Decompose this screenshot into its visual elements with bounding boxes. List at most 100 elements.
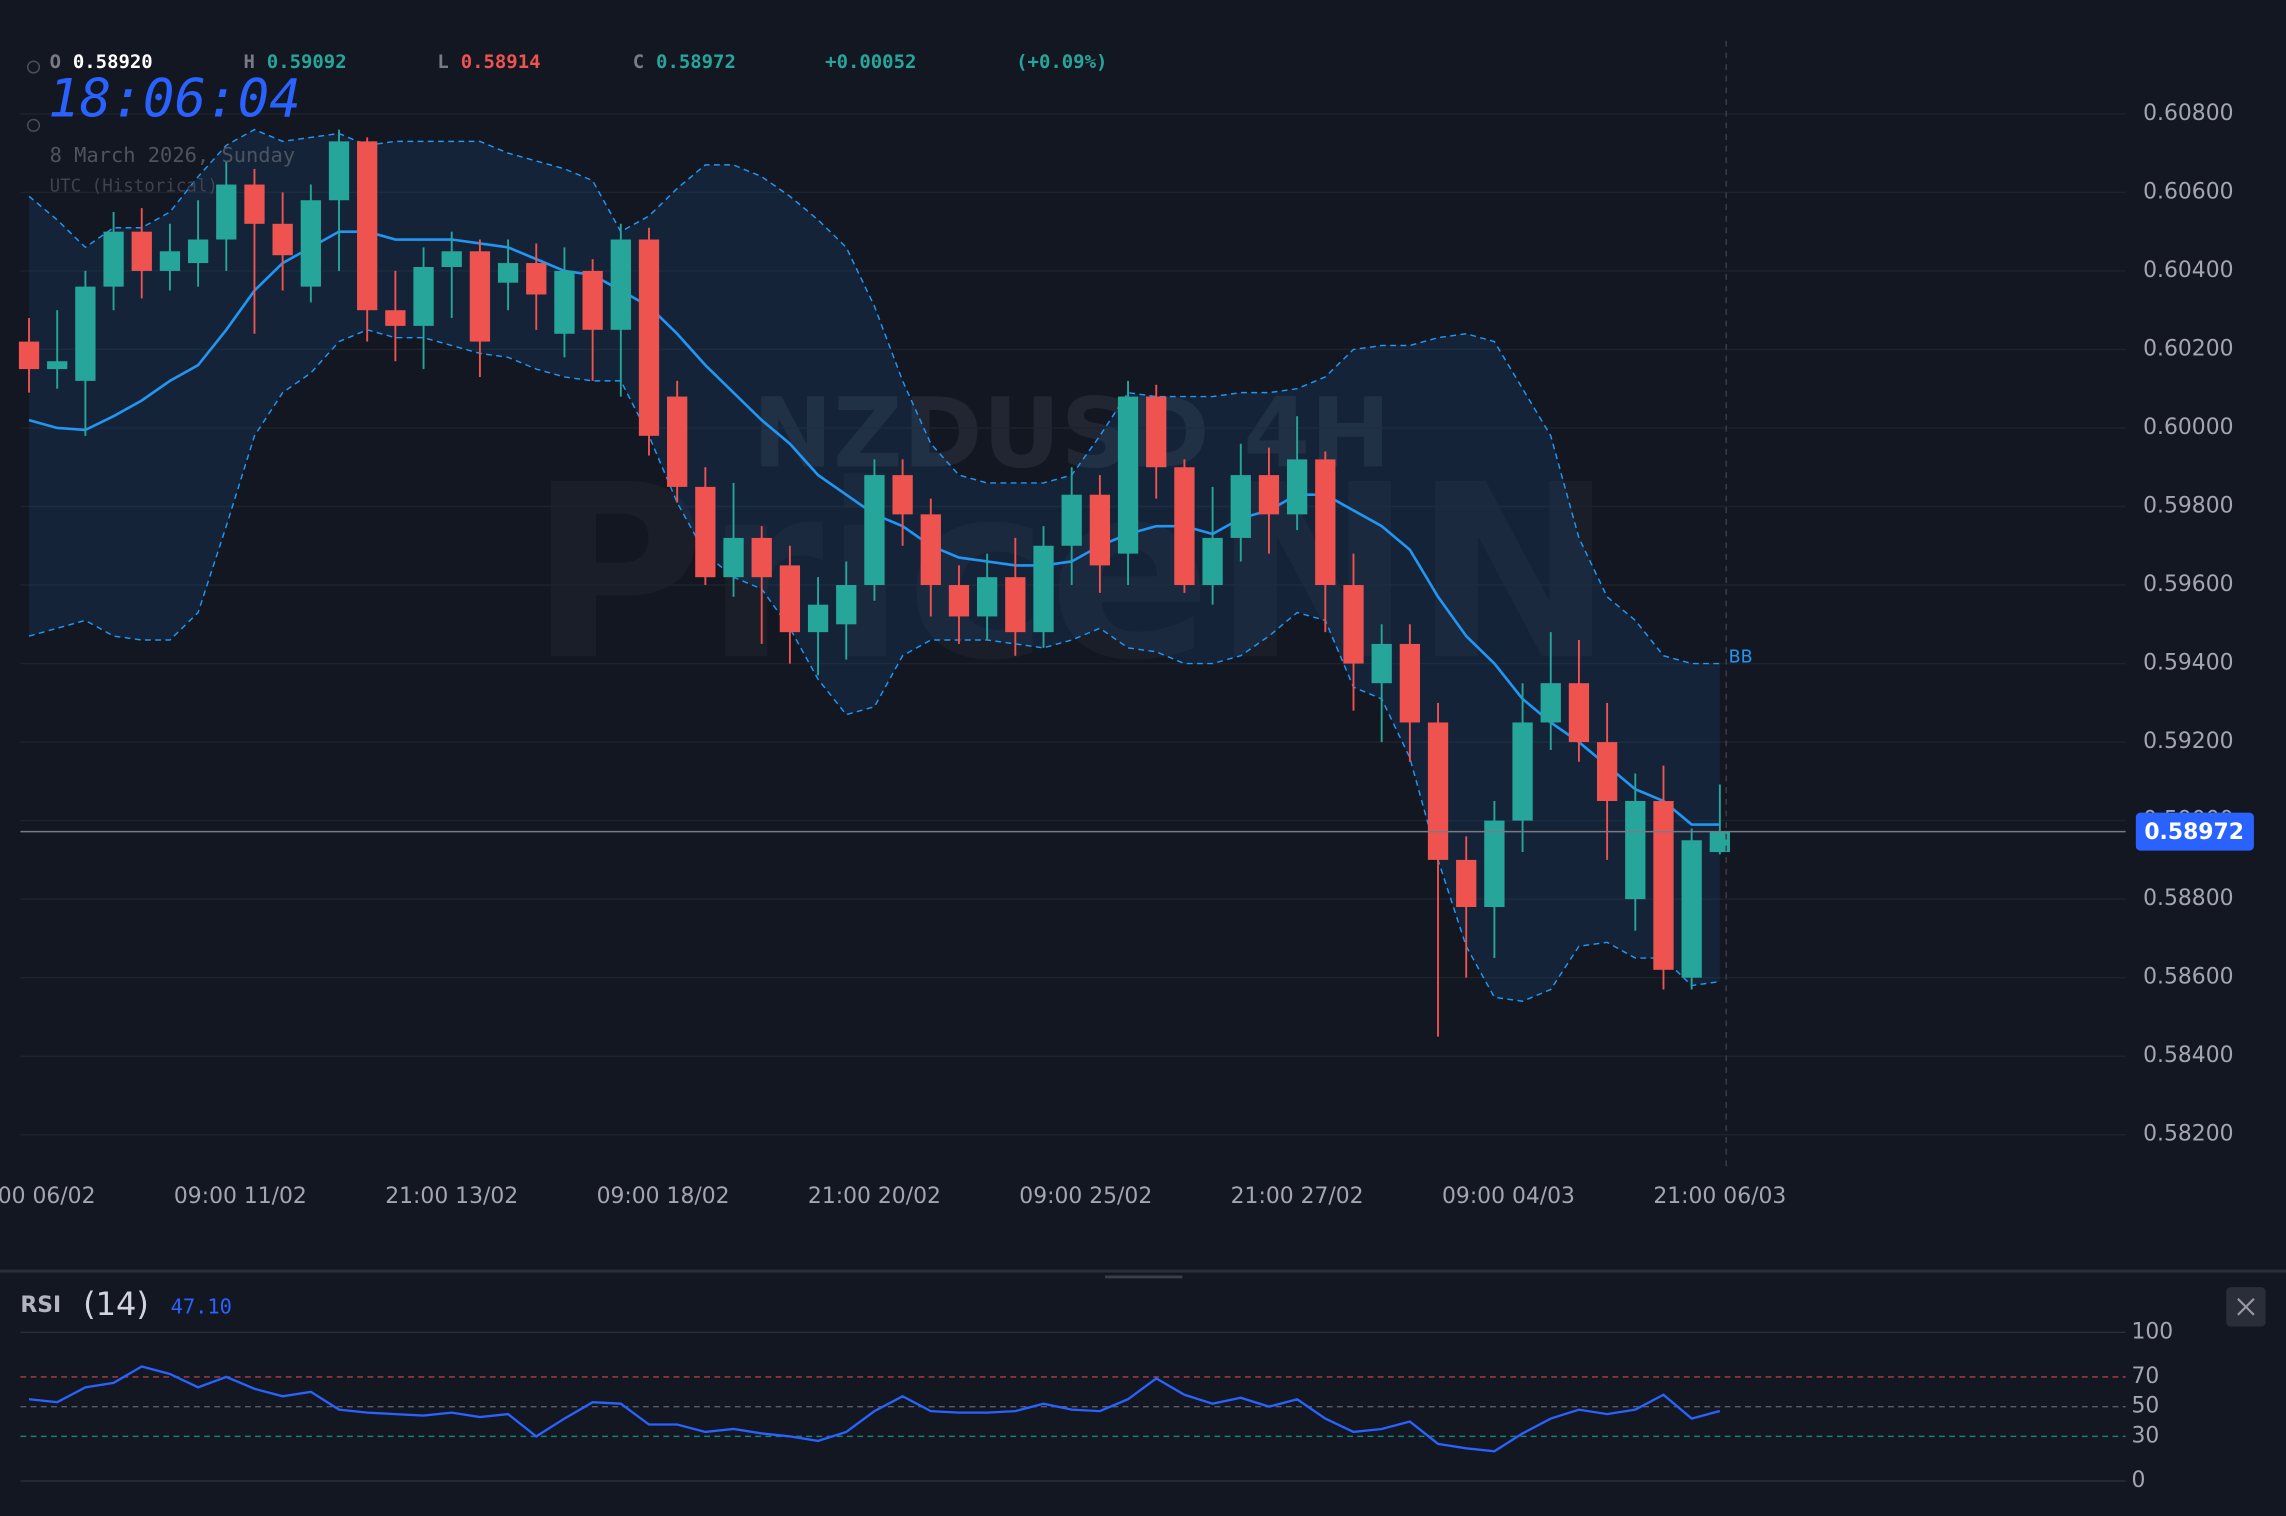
open-label: O <box>50 51 61 73</box>
candle-body <box>779 565 801 633</box>
y-tick-label: 0.60600 <box>2143 179 2233 204</box>
y-tick-label: 0.60000 <box>2143 415 2233 440</box>
close-label: C <box>633 51 644 73</box>
high-value: 0.59092 <box>267 51 347 73</box>
candle-body <box>948 585 970 617</box>
candle-body <box>1399 643 1420 723</box>
x-tick-label: 09:00 11/02 <box>174 1184 307 1209</box>
candle-body <box>244 184 265 224</box>
candle-body <box>836 585 857 625</box>
candle-body <box>159 251 181 271</box>
candle-body <box>131 231 152 271</box>
y-tick-label: 0.59200 <box>2143 729 2233 754</box>
candle-body <box>187 239 209 264</box>
x-tick-label: 21:00 13/02 <box>385 1184 518 1209</box>
x-tick-label: 21:00 06/03 <box>1653 1184 1786 1209</box>
last-price-badge <box>2135 812 2254 851</box>
candle-body <box>1653 800 1674 970</box>
candle-body <box>1258 475 1280 515</box>
candle-body <box>1315 459 1336 586</box>
rsi-tick-label: 70 <box>2131 1364 2159 1389</box>
plot-layer: 0.582000.584000.586000.588000.590000.592… <box>0 101 2254 1493</box>
candle-body <box>526 263 547 295</box>
candle-body <box>1625 800 1646 900</box>
candle-body <box>469 251 491 342</box>
bb-upper <box>28 128 1720 665</box>
close-icon[interactable] <box>2237 1298 2255 1316</box>
candle-body <box>1089 494 1111 566</box>
close-value: 0.58972 <box>656 51 736 73</box>
rsi-line <box>28 1365 1721 1453</box>
candle-body <box>1568 683 1590 743</box>
candle-body <box>1512 722 1533 821</box>
rsi-title: RSI <box>20 1293 61 1318</box>
candle-body <box>638 239 660 436</box>
y-tick-label: 0.58200 <box>2143 1122 2233 1147</box>
clock: 18:06:04 <box>48 69 301 130</box>
y-tick-label: 0.59800 <box>2143 494 2233 519</box>
candle-body <box>272 223 293 256</box>
candle-body <box>751 537 772 578</box>
candle-body <box>807 604 829 633</box>
rsi-tick-label: 0 <box>2131 1468 2145 1493</box>
y-tick-label: 0.60200 <box>2143 336 2233 361</box>
candle-body <box>357 141 378 311</box>
candle-body <box>1484 820 1505 908</box>
candle-body <box>1061 494 1082 546</box>
rsi-period: (14) <box>83 1285 149 1323</box>
candle-body <box>667 396 688 487</box>
candle-body <box>300 200 321 287</box>
x-tick-label: 09:00 18/02 <box>597 1184 730 1209</box>
candle-body <box>1343 585 1364 664</box>
candle-body <box>1540 683 1561 723</box>
candle-body <box>1371 643 1392 684</box>
timezone: UTC (Historical) <box>50 177 218 197</box>
x-tick-label: 09:00 04/03 <box>1442 1184 1575 1209</box>
candle-body <box>18 341 40 370</box>
change-percent: (+0.09%) <box>1016 51 1107 73</box>
candle-body <box>1230 475 1251 538</box>
candle-body <box>1005 577 1026 633</box>
y-tick-label: 0.60400 <box>2143 258 2233 283</box>
candle-body <box>695 486 716 578</box>
candle-body <box>328 141 350 201</box>
open-value: 0.58920 <box>73 51 153 73</box>
candle-body <box>977 577 998 617</box>
candle-body <box>385 310 406 326</box>
last-price-label: 0.58972 <box>2144 820 2244 845</box>
candle-body <box>554 270 575 334</box>
candle-body <box>216 184 237 240</box>
ohlc-legend: O 0.58920 H 0.59092 L 0.58914 C 0.58972 … <box>26 51 1107 197</box>
candle-body <box>723 537 744 578</box>
candle-body <box>1033 545 1054 633</box>
eye-icon[interactable] <box>26 118 41 132</box>
candle-body <box>441 251 462 267</box>
rsi-value: 47.10 <box>171 1295 232 1319</box>
rsi-tick-label: 50 <box>2131 1394 2159 1419</box>
candle-body <box>47 361 68 370</box>
rsi-tick-label: 100 <box>2131 1319 2173 1344</box>
x-tick-label: 09:00 06/02 <box>0 1184 96 1209</box>
y-tick-label: 0.58400 <box>2143 1043 2233 1068</box>
candle-body <box>1174 467 1195 586</box>
y-tick-label: 0.59600 <box>2143 572 2233 597</box>
bb-label: BB <box>1729 648 1753 668</box>
candle-body <box>1596 742 1618 801</box>
y-tick-label: 0.59400 <box>2143 651 2233 676</box>
candle-body <box>497 263 519 283</box>
x-tick-label: 21:00 27/02 <box>1231 1184 1364 1209</box>
candle-body <box>582 270 603 330</box>
low-value: 0.58914 <box>461 51 541 73</box>
candle-body <box>75 286 96 381</box>
candle-body <box>1681 840 1702 978</box>
eye-icon[interactable] <box>26 60 41 74</box>
candle-body <box>864 475 885 586</box>
high-label: H <box>243 51 254 73</box>
x-tick-label: 21:00 20/02 <box>808 1184 941 1209</box>
y-tick-label: 0.60800 <box>2143 101 2233 126</box>
candle-body <box>610 239 631 330</box>
